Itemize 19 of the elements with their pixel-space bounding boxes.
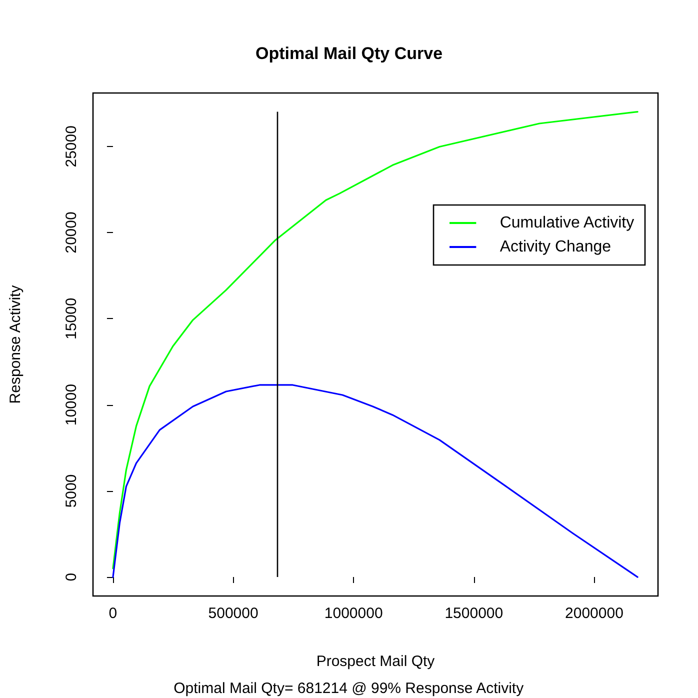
y-tick-label: 25000 [63, 126, 80, 168]
y-tick-label: 10000 [63, 384, 80, 426]
x-tick-label: 500000 [208, 605, 258, 622]
x-axis-title: Prospect Mail Qty [316, 653, 436, 670]
y-axis-title: Response Activity [7, 284, 24, 404]
legend-label: Activity Change [500, 238, 612, 256]
x-tick-label: 1500000 [444, 605, 504, 622]
y-tick-label: 20000 [63, 212, 80, 254]
line-series [112, 384, 638, 578]
legend-label: Cumulative Activity [500, 214, 634, 232]
y-tick-label: 5000 [63, 474, 80, 508]
line-series [112, 110, 638, 570]
x-tick-label: 1000000 [324, 605, 383, 622]
y-tick-label: 0 [63, 572, 80, 582]
y-tick-label: 15000 [63, 298, 80, 340]
chart-title: Optimal Mail Qty Curve [255, 44, 443, 63]
text: Optimal Mail Qty= 681214 @ 99% Response Activity [174, 680, 524, 697]
x-tick-label: 0 [108, 605, 118, 622]
x-tick-label: 2000000 [565, 605, 624, 622]
